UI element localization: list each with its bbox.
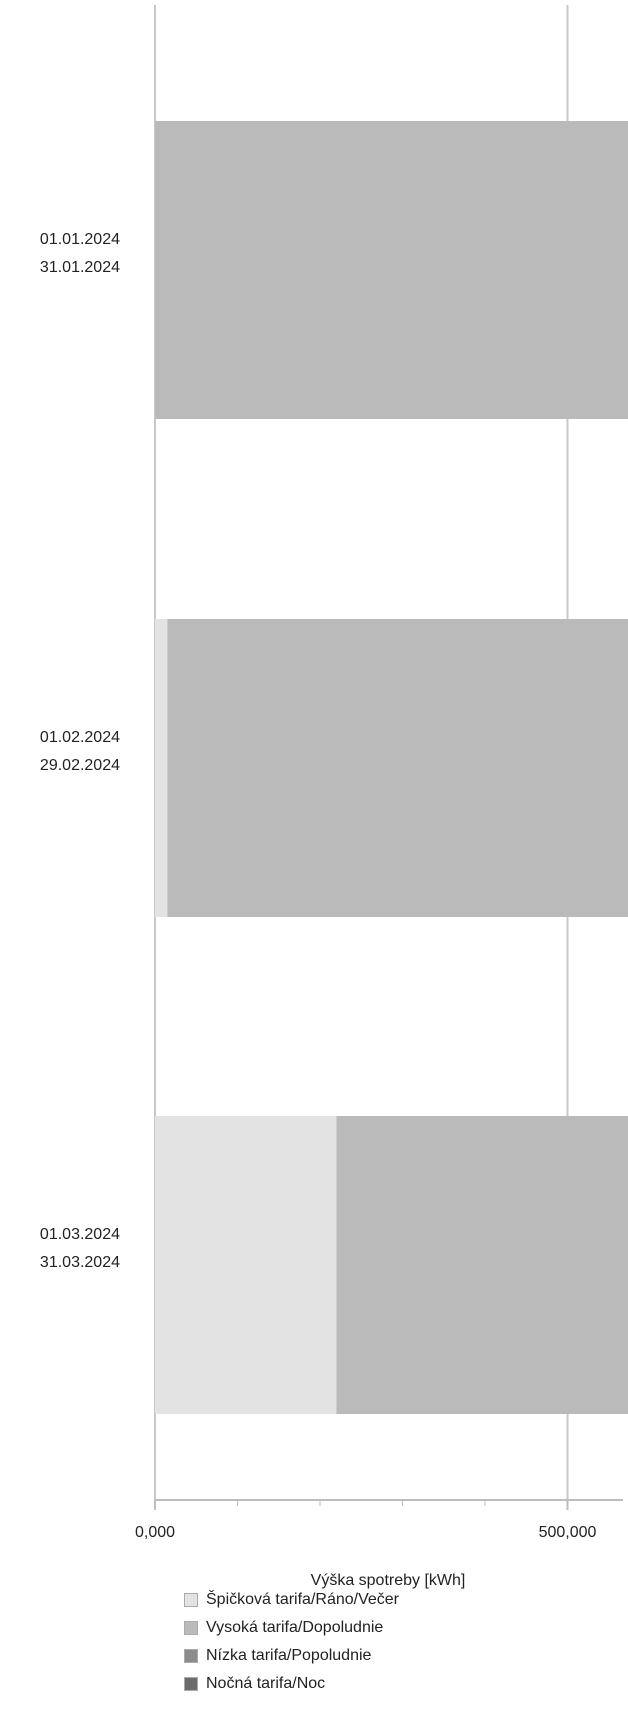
legend-item-4: Nočná tarifa/Noc: [184, 1670, 399, 1698]
legend-swatch: [184, 1593, 198, 1607]
legend: Špičková tarifa/Ráno/Večer Vysoká tarifa/…: [184, 1586, 399, 1698]
category-label-1-line-1: 01.01.2024: [40, 231, 120, 248]
y-axis-labels: 01.01.2024 31.01.2024 01.02.2024 29.02.2024…: [40, 231, 120, 1271]
legend-label: Vysoká tarifa/Dopoludnie: [206, 1619, 384, 1636]
legend-item-2: Vysoká tarifa/Dopoludnie: [184, 1614, 399, 1642]
bar-1-series-2: [155, 121, 628, 419]
category-label-1-line-2: 31.01.2024: [40, 259, 120, 276]
bar-2-series-2: [167, 619, 628, 917]
x-axis-title: Výška spotreby [kWh]: [311, 1572, 466, 1589]
x-tick-label-1: 500,000: [539, 1524, 597, 1541]
bars: [155, 121, 628, 1414]
category-label-3-line-2: 31.03.2024: [40, 1254, 120, 1271]
legend-item-3: Nízka tarifa/Popoludnie: [184, 1642, 399, 1670]
legend-swatch: [184, 1649, 198, 1663]
legend-swatch: [184, 1621, 198, 1635]
bar-2-series-1: [155, 619, 168, 917]
legend-item-1: Špičková tarifa/Ráno/Večer: [184, 1586, 399, 1614]
bar-3-series-2: [336, 1116, 628, 1414]
legend-label: Nočná tarifa/Noc: [206, 1675, 326, 1692]
legend-label: Špičková tarifa/Ráno/Večer: [206, 1591, 399, 1608]
category-label-3-line-1: 01.03.2024: [40, 1226, 120, 1243]
x-axis: 0,000500,0001000,0001500,0002000,0002500…: [135, 1499, 623, 1541]
legend-label: Nízka tarifa/Popoludnie: [206, 1647, 372, 1664]
bar-3-series-1: [155, 1116, 337, 1414]
legend-swatch: [184, 1677, 198, 1691]
category-label-2-line-2: 29.02.2024: [40, 757, 120, 774]
category-label-2-line-1: 01.02.2024: [40, 729, 120, 746]
x-tick-label-0: 0,000: [135, 1524, 175, 1541]
